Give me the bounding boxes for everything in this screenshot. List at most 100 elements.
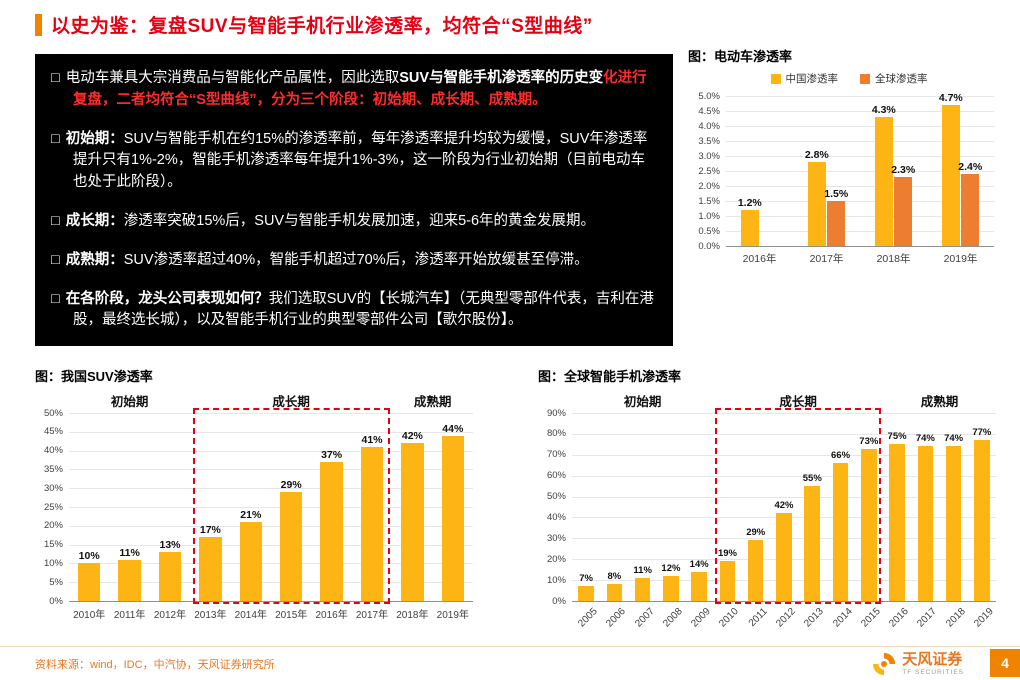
bullet-text-segment: 化进行复盘，二者均符合“S型曲线”，分为三个阶段：初始期、成长期、成熟期。	[73, 70, 647, 108]
y-axis-label: 5.0%	[698, 90, 720, 102]
gridline	[69, 431, 473, 433]
ev-chart-title: 图：电动车渗透率	[688, 49, 793, 64]
bar	[974, 440, 990, 601]
bullet-text-segment: 渗透率突破15%后，SUV与智能手机发展加速，迎来5-6年的黄金发展期。	[123, 212, 596, 229]
x-axis-label: 2018年	[396, 610, 429, 621]
plot-area: 初始期 成长期 成熟期 50% 45% 40% 35% 30% 25% 20% 15% 10% 5% 0%…	[35, 391, 473, 621]
bar-value-label: 8%	[607, 571, 622, 583]
y-axis-label: 0.0%	[698, 240, 720, 252]
x-axis-label: 2015年	[275, 610, 308, 621]
suv-chart-title: 图：我国SUV渗透率	[35, 369, 153, 384]
y-axis-label: 40%	[546, 511, 566, 523]
plot-area: 初始期 成长期 成熟期 90% 80% 70% 60% 50% 40% 30% 20% 10% 0% 7%…	[538, 391, 996, 635]
gridline	[69, 450, 473, 452]
x-axis-line	[726, 246, 994, 247]
bar	[807, 162, 826, 246]
bar-value-label: 37%	[321, 448, 343, 461]
bullet-item: □ 成长期：渗透率突破15%后，SUV与智能手机发展加速，迎来5-6年的黄金发展期…	[51, 211, 657, 233]
gridline	[572, 496, 996, 498]
gridline	[726, 126, 994, 127]
y-axis-label: 4.0%	[698, 120, 720, 132]
bullet-text-segment: SUV与智能手机在约15%的渗透率前，每年渗透率提升均较为缓慢，SUV年渗透率提…	[73, 130, 648, 191]
y-axis-label: 1.5%	[698, 195, 720, 207]
bar-value-label: 11%	[633, 565, 652, 577]
gridline	[69, 469, 473, 471]
bar-value-label: 4.7%	[938, 92, 963, 104]
x-axis-label: 2013年	[194, 610, 227, 621]
y-axis-label: 50%	[546, 491, 566, 503]
suv-penetration-chart: 图：我国SUV渗透率 初始期 成长期 成熟期 50% 45% 40% 35% 30% 25% 20…	[35, 366, 483, 621]
bullet-item: □ 初始期：SUV与智能手机在约15%的渗透率前，每年渗透率提升均较为缓慢，SUV…	[51, 129, 657, 194]
y-axis-label: 70%	[546, 449, 566, 461]
y-axis-label: 10%	[43, 557, 63, 569]
bullet-text-segment: 电动车兼具大宗消费品与智能化产品属性，因此选取	[65, 70, 400, 86]
bar	[747, 540, 764, 601]
bar	[719, 561, 736, 601]
slide-footer: 资料来源：wind，IDC，中汽协，天风证券研究所 天风证券 TF SECURI…	[0, 646, 1020, 680]
bullet-item: □ 电动车兼具大宗消费品与智能化产品属性，因此选取SUV与智能手机渗透率的历史变化…	[51, 68, 657, 112]
bar	[776, 513, 792, 601]
bar-value-label: 73%	[859, 435, 879, 447]
bar-value-label: 2.3%	[891, 164, 916, 176]
y-axis-label: 40%	[43, 445, 63, 457]
gridline	[726, 156, 994, 157]
bullet-marker: □	[51, 130, 60, 147]
bullet-marker: □	[51, 70, 60, 86]
tf-logo-icon	[873, 652, 896, 675]
bullet-marker: □	[51, 251, 60, 268]
smartphone-chart-title: 图：全球智能手机渗透率	[538, 369, 682, 384]
bar	[945, 446, 962, 601]
gridline	[572, 454, 996, 456]
bar	[740, 210, 759, 246]
bullet-text-segment: 成长期：	[65, 212, 124, 229]
gridline	[69, 582, 473, 584]
bar	[691, 571, 707, 601]
legend-label: 全球渗透率	[875, 73, 928, 85]
bar-value-label: 14%	[689, 558, 709, 570]
legend-swatch	[770, 73, 781, 84]
gridline	[69, 488, 473, 490]
smartphone-chart-plot: 初始期 成长期 成熟期 90% 80% 70% 60% 50% 40% 30% 20% 10% 0% 7%…	[538, 391, 1008, 635]
bar	[158, 552, 182, 601]
legend-item: 中国渗透率	[770, 71, 838, 86]
legend-swatch	[860, 73, 870, 84]
y-axis-label: 20%	[546, 553, 566, 565]
y-axis-label: 30%	[43, 482, 63, 494]
y-axis-label: 45%	[43, 426, 63, 438]
bar-value-label: 29%	[280, 478, 302, 491]
y-axis-label: 50%	[43, 407, 63, 419]
y-axis-label: 60%	[546, 470, 566, 482]
bar	[239, 522, 262, 601]
gridline	[726, 231, 994, 232]
bar	[894, 177, 913, 246]
bar-value-label: 4.3%	[871, 104, 896, 116]
bar	[401, 443, 424, 601]
logo-text: 天风证券 TF SECURITIES	[902, 652, 964, 676]
bar-value-label: 17%	[199, 524, 221, 537]
bar	[634, 578, 651, 601]
bar-value-label: 1.2%	[737, 197, 762, 209]
gridline	[726, 141, 994, 142]
bar-value-label: 1.5%	[824, 188, 849, 200]
bullet-text-segment: 在各阶段，龙头公司表现如何？	[65, 290, 269, 307]
gridline	[69, 413, 473, 414]
gridline	[572, 475, 996, 477]
phase-label: 成熟期	[920, 395, 959, 409]
tf-securities-logo: 天风证券 TF SECURITIES	[872, 652, 964, 676]
y-axis-label: 4.5%	[698, 105, 720, 117]
y-axis-label: 35%	[43, 463, 63, 475]
phase-label: 成长期	[779, 395, 817, 409]
gridline	[726, 171, 994, 172]
gridline	[726, 96, 994, 97]
bar-value-label: 74%	[944, 433, 964, 445]
bullet-text-segment: 成熟期：	[65, 251, 124, 268]
bar	[360, 446, 384, 601]
bar-value-label: 42%	[401, 430, 423, 443]
bar	[804, 486, 821, 601]
bar-value-label: 10%	[78, 550, 100, 563]
suv-chart-plot: 初始期 成长期 成熟期 50% 45% 40% 35% 30% 25% 20% 15% 10% 5% 0%…	[35, 391, 483, 621]
bar-value-label: 42%	[774, 500, 794, 512]
bar-value-label: 29%	[746, 527, 766, 539]
ev-penetration-chart: 图：电动车渗透率 中国渗透率 全球渗透率 5.0% 4.5% 4.0% 3.5% 3.0%…	[688, 46, 1010, 265]
bullet-text-segment: 我们选取SUV的【长城汽车】（无典型零部件代表，吉利在港股，最终选长城），以及智…	[73, 290, 654, 329]
